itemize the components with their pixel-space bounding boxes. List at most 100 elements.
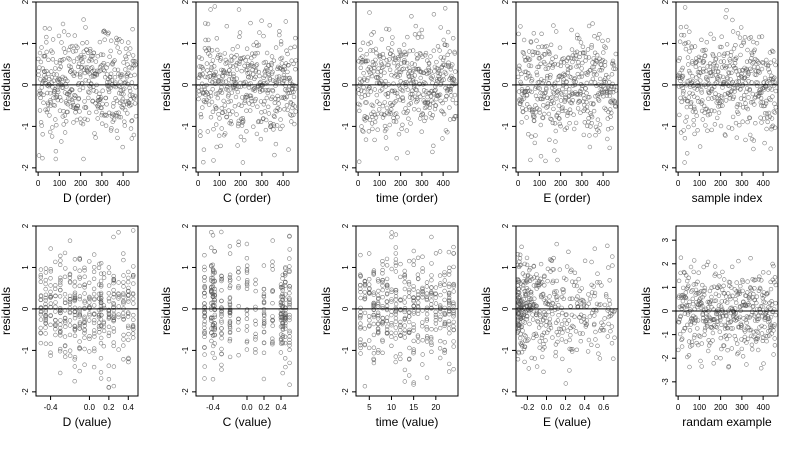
data-point bbox=[434, 92, 439, 98]
y-tick-label: -1 bbox=[181, 346, 190, 354]
data-point bbox=[401, 42, 407, 47]
data-point bbox=[374, 50, 379, 56]
data-point bbox=[242, 138, 247, 143]
data-point bbox=[292, 86, 298, 92]
data-point bbox=[269, 62, 274, 68]
data-point bbox=[259, 18, 264, 23]
data-point bbox=[112, 58, 117, 63]
data-point bbox=[227, 71, 233, 77]
data-point bbox=[76, 61, 82, 66]
data-point bbox=[282, 107, 287, 112]
data-point bbox=[725, 50, 730, 56]
data-point bbox=[219, 85, 224, 90]
data-point bbox=[537, 339, 542, 344]
x-tick-label: 0.4 bbox=[275, 403, 287, 412]
x-tick-label: 400 bbox=[276, 179, 290, 188]
data-point bbox=[434, 59, 439, 65]
data-point bbox=[597, 280, 602, 285]
data-point bbox=[452, 92, 458, 98]
data-point bbox=[235, 89, 241, 95]
x-tick-label: 0.2 bbox=[560, 403, 572, 412]
data-point bbox=[393, 359, 398, 365]
data-point bbox=[131, 301, 136, 306]
data-point bbox=[356, 87, 361, 92]
data-point bbox=[242, 100, 247, 105]
data-point bbox=[90, 98, 95, 104]
data-point bbox=[238, 134, 244, 140]
data-point bbox=[116, 83, 121, 89]
data-point bbox=[540, 115, 545, 120]
data-point bbox=[736, 79, 742, 84]
data-point bbox=[362, 289, 367, 295]
data-point bbox=[720, 269, 725, 275]
data-point bbox=[567, 296, 573, 301]
data-point bbox=[229, 76, 235, 81]
data-point bbox=[253, 63, 259, 68]
data-point bbox=[67, 348, 73, 353]
data-point bbox=[586, 292, 591, 297]
data-point bbox=[554, 278, 559, 284]
data-point bbox=[751, 329, 756, 335]
data-point bbox=[717, 274, 722, 279]
data-point bbox=[58, 258, 63, 263]
data-point bbox=[542, 111, 547, 117]
data-point bbox=[534, 364, 540, 369]
data-point bbox=[63, 266, 68, 271]
data-point bbox=[591, 108, 597, 114]
data-point bbox=[545, 66, 551, 71]
data-point bbox=[102, 37, 107, 42]
data-point bbox=[538, 261, 544, 267]
data-point bbox=[80, 121, 86, 127]
data-point bbox=[602, 316, 607, 321]
data-point bbox=[379, 87, 385, 92]
data-point bbox=[58, 64, 63, 70]
data-point bbox=[228, 98, 234, 104]
data-point bbox=[281, 72, 287, 78]
data-point bbox=[48, 322, 53, 327]
x-tick-label: -0.2 bbox=[521, 403, 535, 412]
data-point bbox=[375, 127, 380, 132]
data-point bbox=[534, 272, 539, 277]
x-tick-label: 0 bbox=[516, 179, 521, 188]
data-point bbox=[121, 257, 126, 263]
data-point bbox=[204, 97, 209, 103]
y-tick-label: -2 bbox=[341, 388, 350, 396]
data-point bbox=[442, 297, 447, 303]
data-point bbox=[429, 349, 434, 354]
data-point bbox=[292, 121, 297, 127]
data-point bbox=[606, 265, 611, 270]
data-point bbox=[402, 286, 408, 292]
data-point bbox=[697, 144, 703, 149]
data-point bbox=[443, 71, 449, 76]
data-point bbox=[82, 274, 87, 279]
plot-frame bbox=[35, 1, 139, 173]
data-point bbox=[407, 373, 412, 378]
data-point bbox=[91, 276, 97, 281]
data-point bbox=[596, 98, 602, 103]
data-point bbox=[366, 41, 371, 47]
data-point bbox=[406, 74, 411, 79]
x-axis-label: C (value) bbox=[223, 415, 272, 429]
data-point bbox=[553, 295, 559, 300]
data-point bbox=[760, 60, 766, 66]
data-point bbox=[75, 103, 81, 109]
data-point bbox=[407, 95, 413, 100]
data-point bbox=[39, 123, 44, 128]
data-point bbox=[400, 95, 405, 100]
data-point bbox=[198, 129, 203, 134]
data-point bbox=[424, 280, 430, 285]
data-point bbox=[575, 35, 580, 41]
data-point bbox=[261, 286, 267, 292]
data-point bbox=[114, 113, 120, 119]
data-point bbox=[438, 355, 443, 361]
data-point bbox=[113, 80, 118, 85]
data-point bbox=[718, 123, 724, 129]
data-point bbox=[451, 344, 456, 349]
data-point bbox=[81, 156, 86, 162]
data-point bbox=[91, 320, 97, 326]
data-point bbox=[200, 65, 205, 70]
data-point bbox=[116, 110, 121, 115]
data-point bbox=[243, 58, 248, 63]
data-point bbox=[528, 63, 534, 69]
